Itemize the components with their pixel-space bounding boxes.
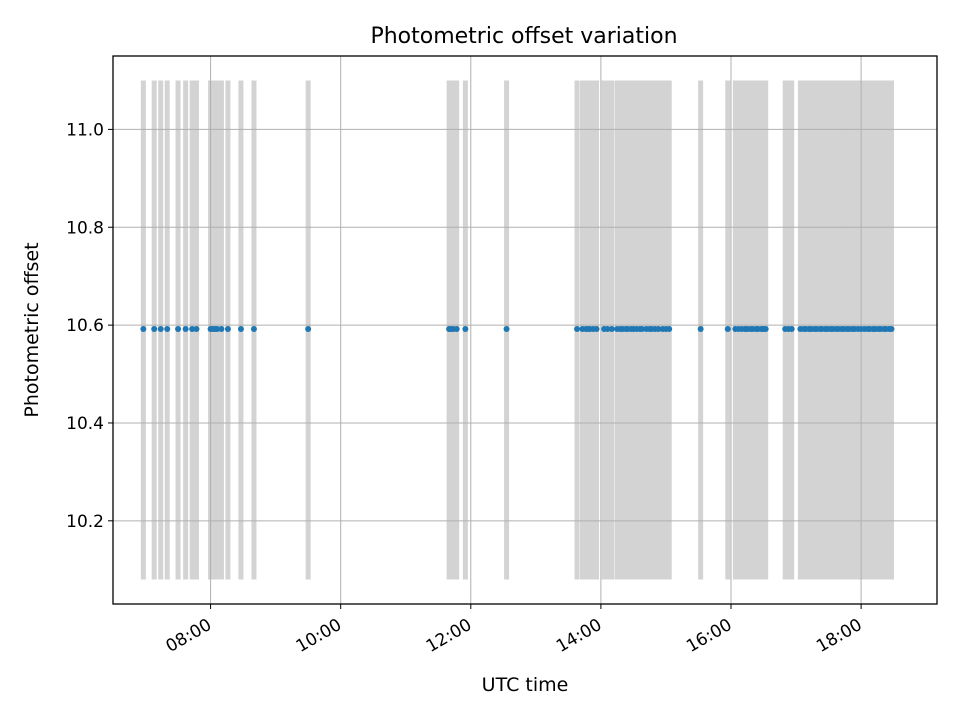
y-tick-label: 10.6 [66, 316, 104, 336]
x-tick-label: 16:00 [683, 615, 735, 657]
data-point [788, 326, 795, 333]
data-point [608, 326, 615, 333]
data-point [762, 326, 769, 333]
y-tick-label: 11.0 [66, 120, 104, 140]
data-point [724, 326, 731, 333]
data-point [453, 326, 460, 333]
x-tick-label: 18:00 [813, 615, 865, 657]
x-tick-label: 14:00 [553, 615, 605, 657]
x-tick-label: 10:00 [293, 615, 345, 657]
x-axis-label: UTC time [482, 674, 569, 696]
data-point [305, 326, 312, 333]
data-point [574, 326, 581, 333]
data-point [503, 326, 510, 333]
data-point [182, 326, 189, 333]
data-point [697, 326, 704, 333]
data-point [175, 326, 182, 333]
data-point [639, 326, 646, 333]
data-point [593, 326, 600, 333]
data-point [214, 326, 221, 333]
data-point [193, 326, 200, 333]
data-point [237, 326, 244, 333]
axes-frame [112, 55, 938, 605]
data-point [218, 326, 225, 333]
plot-area [113, 56, 937, 604]
data-point [140, 326, 147, 333]
x-tick-label: 08:00 [163, 615, 215, 657]
y-tick-label: 10.8 [66, 218, 104, 238]
x-tick-label: 12:00 [423, 615, 475, 657]
data-point [604, 326, 611, 333]
data-point [164, 326, 171, 333]
chart-title: Photometric offset variation [370, 24, 677, 49]
data-point [151, 326, 158, 333]
data-point [189, 326, 196, 333]
data-point [250, 326, 257, 333]
data-point [224, 326, 231, 333]
y-tick-label: 10.2 [66, 512, 104, 532]
y-tick-label: 10.4 [66, 414, 104, 434]
data-point [462, 326, 469, 333]
data-point [655, 326, 662, 333]
data-point [666, 326, 673, 333]
data-point [157, 326, 164, 333]
data-point [888, 326, 895, 333]
y-axis-label: Photometric offset [21, 242, 43, 417]
